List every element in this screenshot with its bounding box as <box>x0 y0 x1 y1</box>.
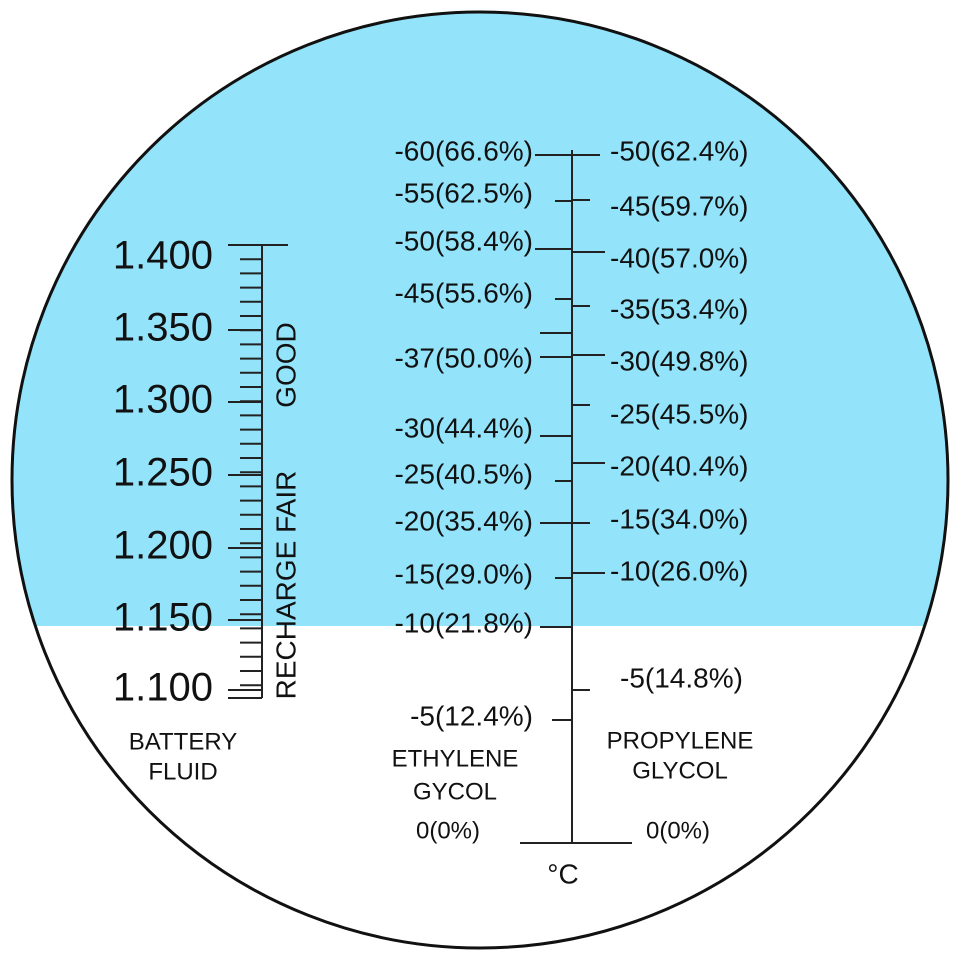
propylene-label: -15(34.0%) <box>610 503 749 534</box>
ethylene-label: -15(29.0%) <box>394 558 533 589</box>
battery-label: 1.300 <box>113 378 213 422</box>
propylene-label: -40(57.0%) <box>610 242 749 273</box>
caption: FLUID <box>148 758 217 785</box>
zone-label: RECHARGE FAIR <box>270 471 301 700</box>
caption: GYCOL <box>413 778 497 805</box>
propylene-label: -20(40.4%) <box>610 450 749 481</box>
ethylene-label: -20(35.4%) <box>394 505 533 536</box>
scales: 1.400 1.350 1.300 1.250 1.200 1.150 1.100 GOOD R… <box>113 135 753 889</box>
propylene-label: -10(26.0%) <box>610 555 749 586</box>
ethylene-label: -55(62.5%) <box>394 177 533 208</box>
propylene-label: -45(59.7%) <box>610 190 749 221</box>
propylene-label: -35(53.4%) <box>610 293 749 324</box>
zone-label: GOOD <box>270 322 301 408</box>
ethylene-label: -10(21.8%) <box>394 607 533 638</box>
ethylene-label: -50(58.4%) <box>394 225 533 256</box>
ethylene-label: -25(40.5%) <box>394 458 533 489</box>
ethylene-label: -37(50.0%) <box>394 342 533 373</box>
propylene-label: -25(45.5%) <box>610 398 749 429</box>
battery-label: 1.250 <box>113 451 213 495</box>
ethylene-zero: 0(0%) <box>416 817 480 844</box>
unit-label: °C <box>547 858 578 889</box>
propylene-label: -50(62.4%) <box>610 135 749 166</box>
caption: ETHYLENE <box>392 745 519 772</box>
battery-label: 1.100 <box>113 666 213 710</box>
battery-label: 1.200 <box>113 524 213 568</box>
caption: BATTERY <box>129 728 237 755</box>
battery-label: 1.150 <box>113 596 213 640</box>
battery-label: 1.350 <box>113 306 213 350</box>
caption: PROPYLENE <box>607 727 754 754</box>
propylene-label: -30(49.8%) <box>610 345 749 376</box>
propylene-label: -5(14.8%) <box>620 662 743 693</box>
propylene-zero: 0(0%) <box>646 817 710 844</box>
ethylene-label: -30(44.4%) <box>394 412 533 443</box>
ethylene-label: -5(12.4%) <box>410 700 533 731</box>
battery-label: 1.400 <box>113 234 213 278</box>
ethylene-label: -45(55.6%) <box>394 277 533 308</box>
lens-outline <box>10 10 950 950</box>
ethylene-label: -60(66.6%) <box>394 135 533 166</box>
caption: GLYCOL <box>632 757 728 784</box>
